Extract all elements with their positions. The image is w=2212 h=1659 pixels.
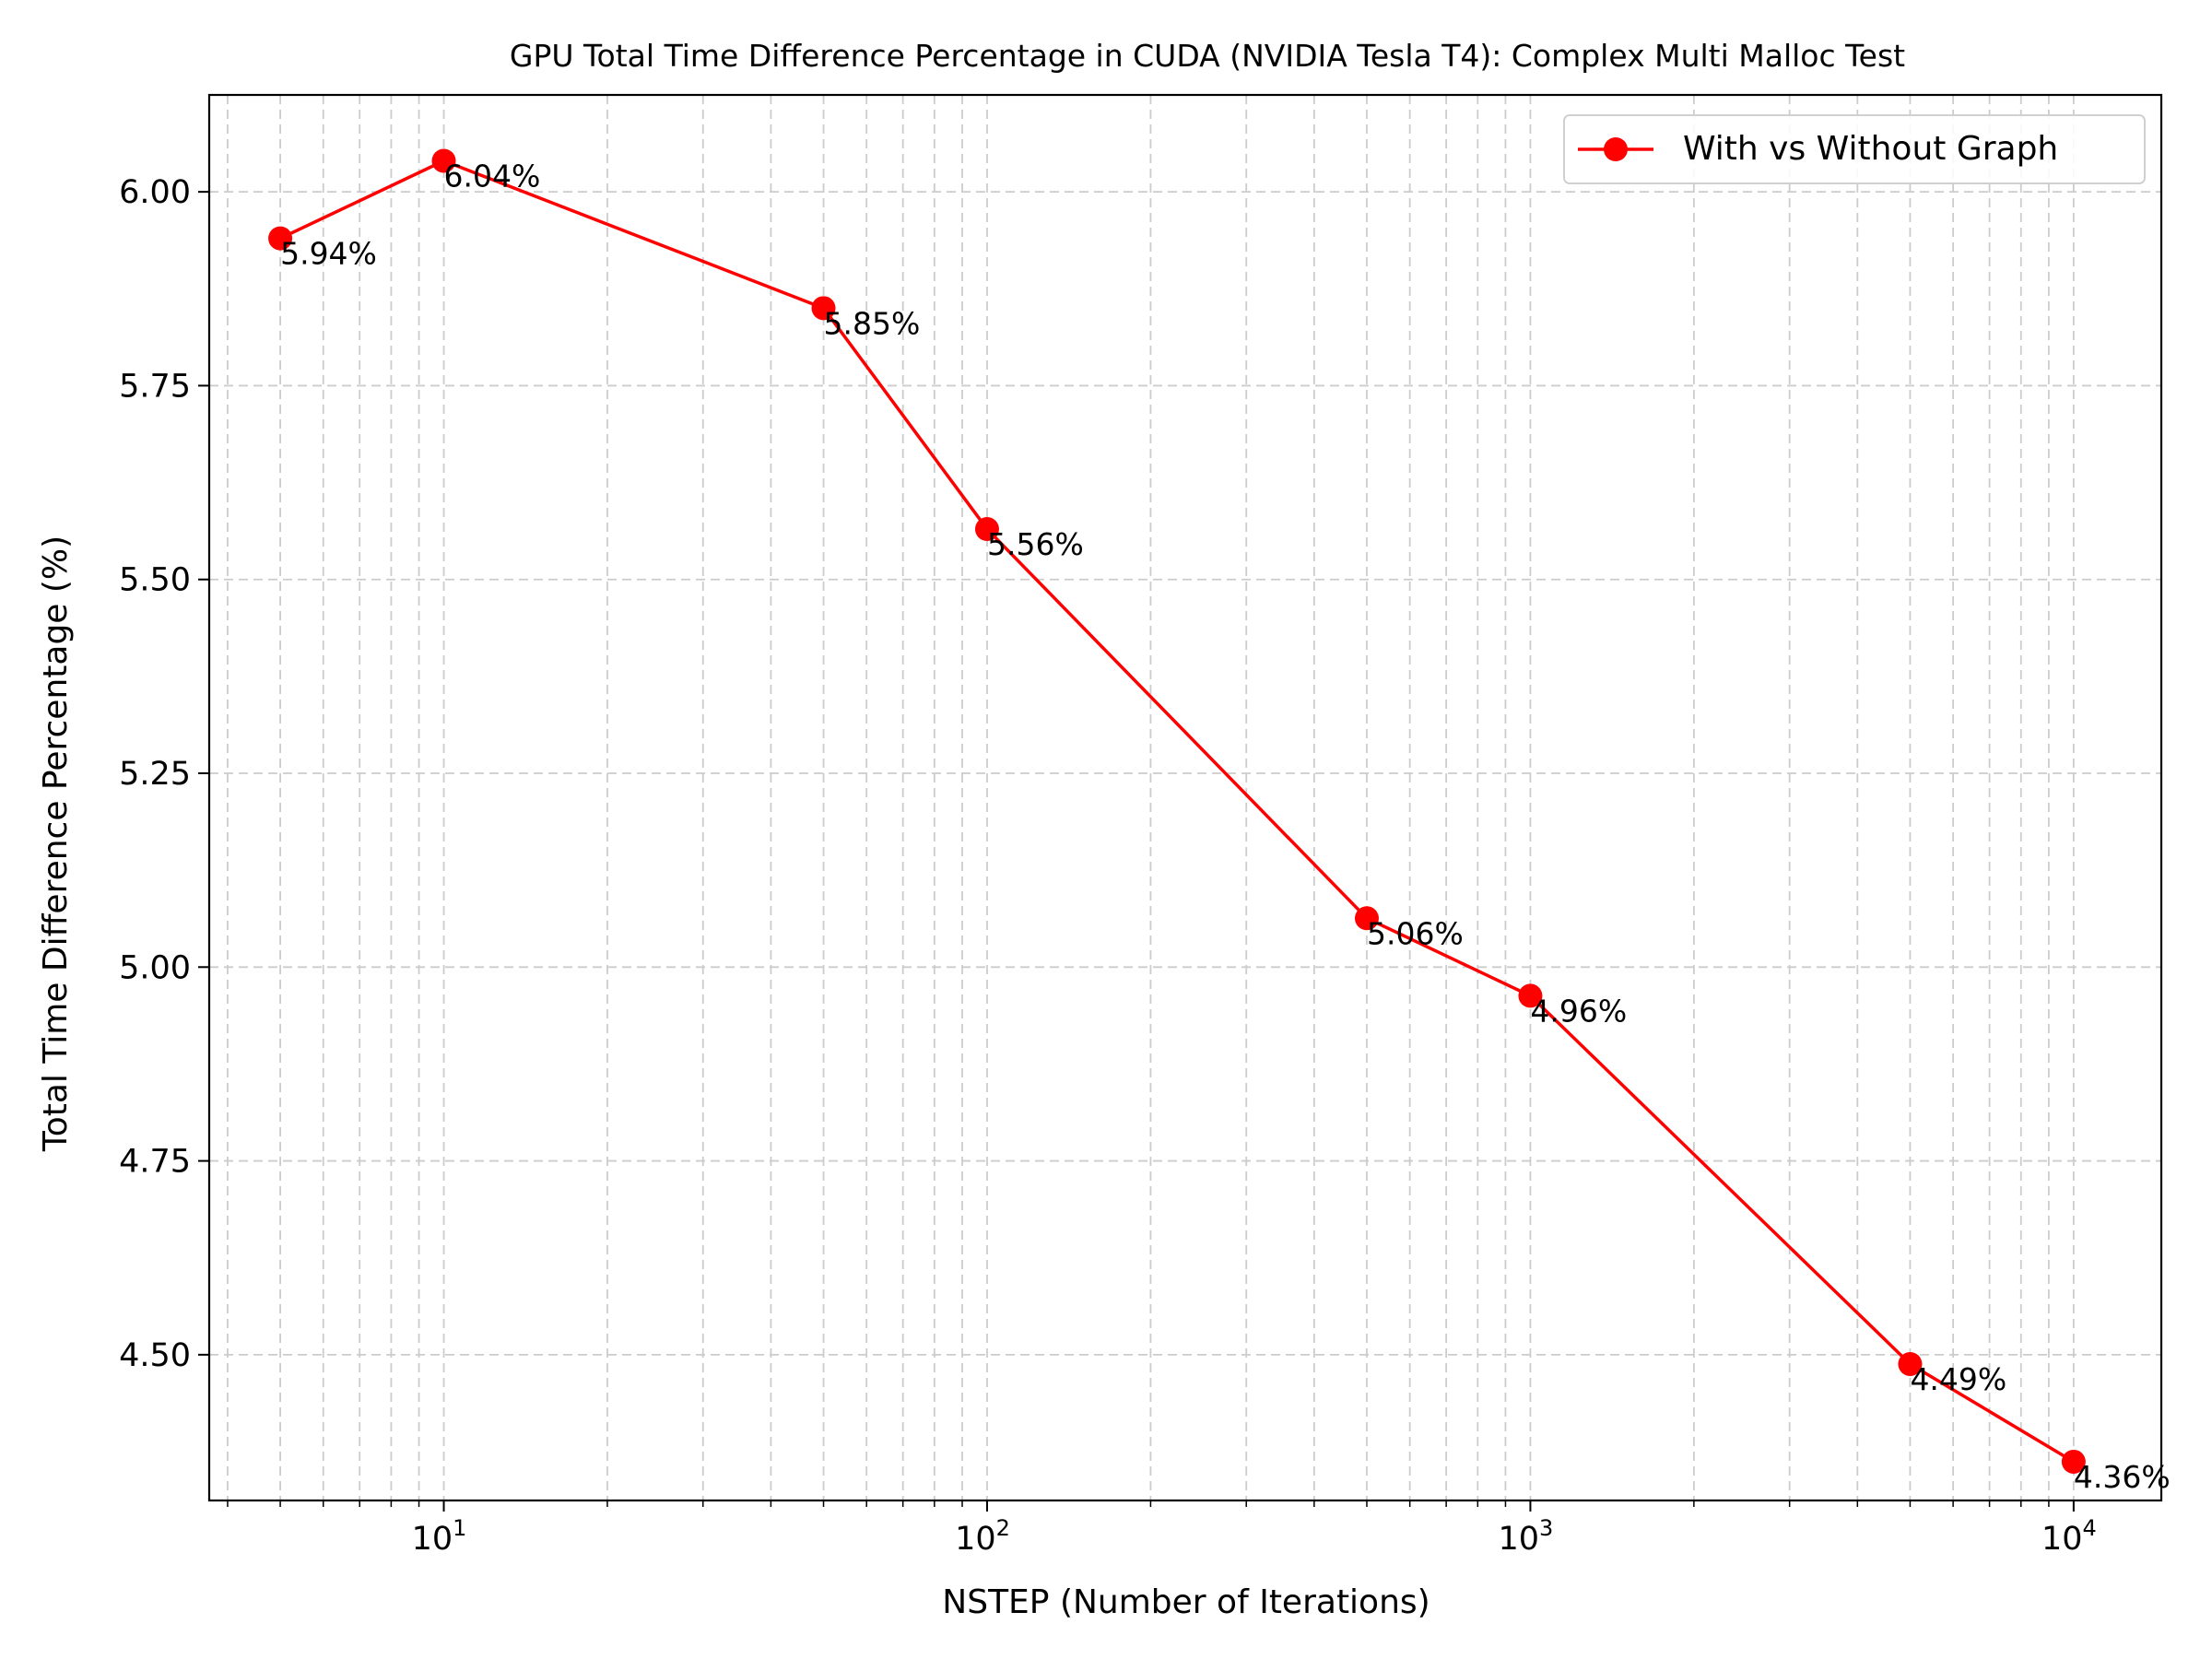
data-label: 4.49% — [1910, 1361, 2006, 1397]
data-label: 5.06% — [1367, 915, 1464, 951]
data-point-marker — [268, 226, 293, 251]
data-point-marker — [2061, 1449, 2086, 1474]
data-labels: 5.94% 6.04% 5.85% 5.56% 5.06% 4.96% 4.49% 4.36% — [280, 158, 2171, 1494]
y-tick-label: 4.75 — [119, 1144, 191, 1181]
data-point-marker — [811, 296, 836, 321]
axis-ticks: 4.50 4.75 5.00 5.25 5.50 5.75 6.00 101 102 103 104 — [119, 174, 2097, 1558]
legend-frame — [1563, 114, 2146, 184]
x-axis-label: NSTEP (Number of Iterations) — [942, 1583, 1430, 1621]
data-label: 5.94% — [280, 236, 377, 272]
data-label: 5.56% — [987, 526, 1084, 562]
legend: With vs Without Graph — [1563, 114, 2146, 184]
legend-label: With vs Without Graph — [1683, 130, 2058, 168]
data-label: 4.96% — [1530, 993, 1627, 1029]
data-point-marker — [431, 148, 456, 173]
y-tick-label: 6.00 — [119, 174, 191, 211]
y-tick-label: 5.75 — [119, 368, 191, 405]
grid-lines — [209, 95, 2161, 1500]
data-label: 5.85% — [824, 305, 921, 341]
data-label: 6.04% — [444, 158, 541, 194]
x-tick-label: 101 — [412, 1515, 467, 1558]
y-axis-label: Total Time Difference Percentage (%) — [37, 535, 75, 1152]
y-tick-label: 4.50 — [119, 1337, 191, 1374]
series-line — [279, 159, 2075, 1464]
data-point-marker — [974, 517, 999, 542]
x-tick-label: 103 — [1499, 1515, 1554, 1558]
data-point-marker — [1354, 906, 1379, 931]
data-point-marker — [1898, 1351, 1923, 1376]
y-tick-label: 5.25 — [119, 756, 191, 793]
data-point-marker — [1518, 983, 1543, 1008]
y-tick-label: 5.50 — [119, 562, 191, 599]
y-tick-label: 5.00 — [119, 949, 191, 986]
series-layer — [268, 148, 2086, 1474]
x-tick-label: 102 — [955, 1515, 1010, 1558]
plot-frame — [207, 93, 2163, 1502]
chart-title: GPU Total Time Difference Percentage in … — [510, 38, 1905, 74]
x-tick-label: 104 — [2041, 1515, 2097, 1558]
legend-marker — [1604, 137, 1628, 161]
data-label: 4.36% — [2074, 1459, 2171, 1495]
